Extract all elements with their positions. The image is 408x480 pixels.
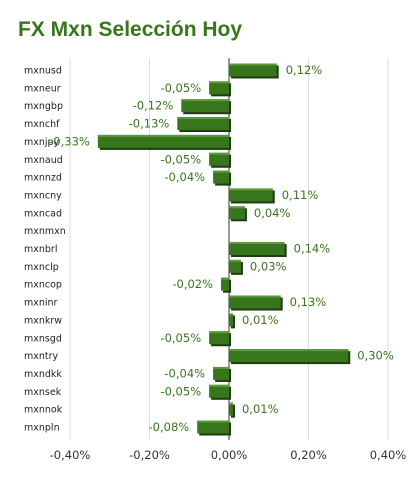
category-label: mxndkk	[24, 369, 62, 380]
data-label: 0,11%	[282, 188, 319, 202]
category-label: mxnclp	[24, 262, 59, 273]
bar	[229, 259, 241, 273]
bar	[97, 134, 229, 148]
bar-shadow	[231, 315, 235, 329]
bar	[229, 206, 245, 220]
data-label: -0,05%	[160, 331, 201, 345]
data-label: 0,03%	[250, 259, 287, 273]
category-label: mxnmxn	[24, 226, 66, 237]
category-label: mxneur	[24, 83, 61, 94]
data-label: -0,04%	[164, 366, 205, 380]
chart-title: FX Mxn Selección Hoy	[18, 18, 243, 41]
bar	[229, 188, 273, 202]
bar-highlight	[97, 134, 229, 137]
bar-highlight	[229, 242, 285, 244]
bar-highlight	[229, 402, 233, 405]
category-label: mxnaud	[24, 155, 63, 166]
bar	[229, 242, 285, 255]
bar	[177, 117, 229, 131]
category-label: mxnnzd	[24, 173, 62, 184]
category-label: mxnchf	[24, 119, 60, 130]
x-tick-label: -0,20%	[129, 448, 170, 462]
category-label: mxnusd	[24, 66, 62, 77]
data-label: -0,02%	[172, 277, 213, 291]
bar-highlight	[197, 420, 229, 423]
category-label: mxninr	[24, 298, 58, 309]
data-label: 0,01%	[242, 313, 279, 327]
bar	[209, 331, 229, 345]
category-label: mxnsgd	[24, 333, 62, 344]
data-label: -0,05%	[160, 152, 201, 166]
category-label: mxnnok	[24, 405, 63, 416]
x-tick-label: 0,00%	[211, 448, 248, 462]
bar	[229, 313, 233, 327]
category-label: mxngbp	[24, 101, 63, 112]
category-label: mxncop	[24, 280, 62, 291]
data-label: -0,04%	[164, 170, 205, 184]
x-tick-label: -0,40%	[50, 448, 91, 462]
category-label: mxncny	[24, 190, 62, 201]
x-tick-label: 0,20%	[290, 448, 327, 462]
data-label: 0,12%	[286, 63, 323, 77]
bar-highlight	[229, 295, 281, 298]
data-label: -0,12%	[133, 99, 174, 113]
bar	[209, 152, 229, 166]
bar-highlight	[229, 349, 349, 352]
bar	[181, 99, 229, 113]
data-label: -0,08%	[149, 420, 190, 434]
data-label: -0,05%	[160, 384, 201, 398]
category-label: mxncad	[24, 208, 62, 219]
bar	[213, 170, 229, 184]
x-tick-label: 0,40%	[370, 448, 407, 462]
bar	[209, 384, 229, 398]
bar-highlight	[177, 117, 229, 120]
bar-highlight	[221, 277, 229, 280]
bar-highlight	[229, 63, 277, 66]
bar-highlight	[209, 384, 229, 387]
bar	[229, 63, 277, 77]
bar	[221, 277, 229, 291]
data-label: -0,33%	[49, 134, 90, 148]
category-label: mxntry	[24, 351, 59, 362]
bar	[229, 295, 281, 309]
bar-highlight	[229, 313, 233, 316]
bar	[197, 420, 229, 434]
data-label: 0,14%	[294, 242, 331, 256]
category-label: mxnsek	[24, 387, 62, 398]
bar-highlight	[181, 99, 229, 102]
bar-highlight	[209, 152, 229, 155]
category-label: mxnpln	[24, 423, 60, 434]
data-label: -0,13%	[129, 117, 170, 131]
bar-highlight	[213, 170, 229, 173]
data-label: 0,01%	[242, 402, 279, 416]
data-label: 0,30%	[357, 349, 394, 363]
bar-highlight	[213, 366, 229, 369]
bar	[209, 81, 229, 95]
category-label: mxnbrl	[24, 244, 57, 255]
bar-highlight	[209, 331, 229, 334]
bar	[213, 366, 229, 380]
category-label: mxnjpy	[24, 137, 60, 148]
data-label: 0,04%	[254, 206, 291, 220]
bar	[229, 402, 233, 416]
bar-highlight	[229, 259, 241, 262]
data-label: -0,05%	[160, 81, 201, 95]
data-label: 0,13%	[290, 295, 327, 309]
bar	[229, 349, 349, 363]
category-label: mxnkrw	[24, 315, 62, 326]
bar-shadow	[231, 404, 235, 418]
bar-highlight	[229, 188, 273, 191]
bar-highlight	[209, 81, 229, 84]
bar-highlight	[229, 206, 245, 209]
